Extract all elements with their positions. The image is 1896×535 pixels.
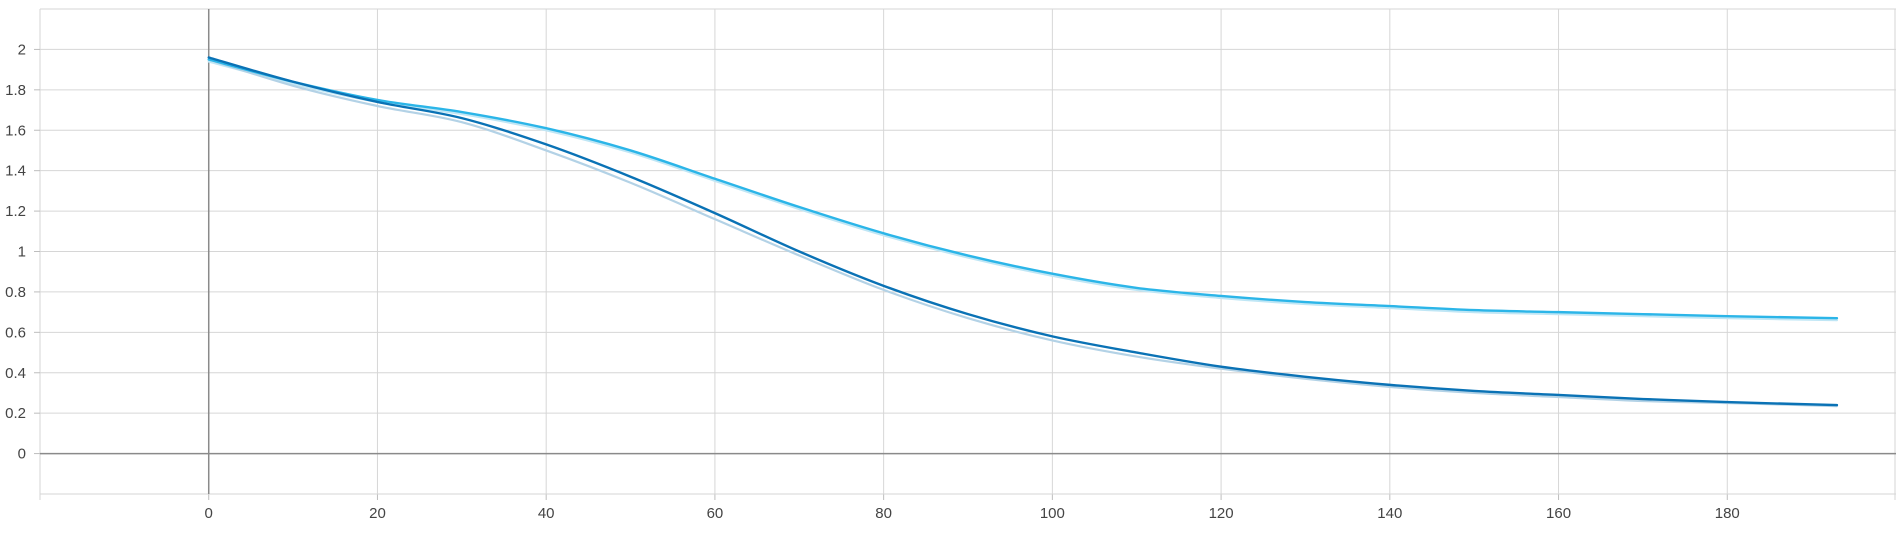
- x-tick-label: 160: [1546, 505, 1571, 522]
- y-tick-label: 1.4: [5, 163, 26, 180]
- tick-label-layer: 0 20 40 60 80 100 120 140 160 180 0 0.2 0.4 0.6 0.8 1 1.…: [5, 41, 1740, 522]
- x-tick-label: 0: [205, 505, 213, 522]
- series-2-raw-line: [207, 58, 1839, 408]
- x-tick-label: 120: [1209, 505, 1234, 522]
- y-tick-label: 0.2: [5, 405, 26, 422]
- x-tick-label: 140: [1377, 505, 1402, 522]
- x-tick-label: 40: [538, 505, 555, 522]
- x-tick-label: 80: [875, 505, 892, 522]
- y-tick-label: 0.8: [5, 284, 26, 301]
- y-tick-label: 0.4: [5, 365, 26, 382]
- series-1-raw-line: [207, 60, 1839, 322]
- y-tick-label: 1.8: [5, 82, 26, 99]
- x-tick-label: 20: [369, 505, 386, 522]
- series-2-line: [207, 56, 1839, 407]
- y-tick-label: 1.2: [5, 203, 26, 220]
- series-1-line: [207, 58, 1839, 320]
- series-layer: [207, 56, 1839, 408]
- y-tick-label: 1: [18, 244, 26, 261]
- y-tick-label: 2: [18, 41, 26, 58]
- y-tick-label: 0.6: [5, 324, 26, 341]
- y-tick-label: 1.6: [5, 122, 26, 139]
- x-tick-label: 100: [1040, 505, 1065, 522]
- x-tick-label: 180: [1715, 505, 1740, 522]
- grid-layer: [34, 8, 1896, 500]
- x-tick-label: 60: [707, 505, 724, 522]
- y-tick-label: 0: [18, 446, 26, 463]
- axis-layer: [40, 9, 1896, 494]
